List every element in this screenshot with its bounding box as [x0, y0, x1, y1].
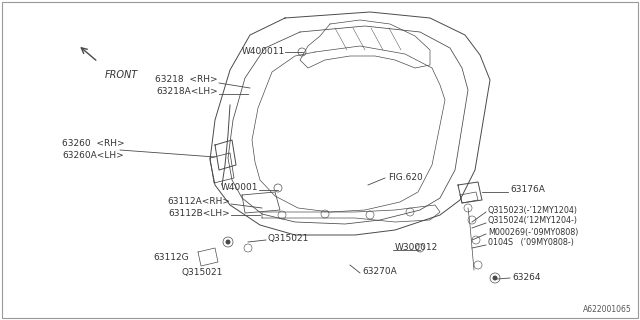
Text: Q315023(-’12MY1204): Q315023(-’12MY1204) — [488, 205, 578, 214]
Text: 63112B<LH>: 63112B<LH> — [168, 210, 230, 219]
Text: W40001: W40001 — [221, 183, 258, 193]
Text: FRONT: FRONT — [105, 70, 138, 80]
Text: 63218  <RH>: 63218 <RH> — [156, 76, 218, 84]
Text: FIG.620: FIG.620 — [388, 173, 423, 182]
Text: A622001065: A622001065 — [583, 305, 632, 314]
Text: 63260A<LH>: 63260A<LH> — [62, 150, 124, 159]
Text: 63270A: 63270A — [362, 267, 397, 276]
Text: 0104S   (’09MY0808-): 0104S (’09MY0808-) — [488, 238, 574, 247]
Text: M000269(-’09MY0808): M000269(-’09MY0808) — [488, 228, 579, 236]
Circle shape — [225, 239, 230, 244]
Text: 63112A<RH>: 63112A<RH> — [167, 197, 230, 206]
Text: Q315021: Q315021 — [268, 234, 309, 243]
Text: Q315021: Q315021 — [182, 268, 223, 276]
Text: 63112G: 63112G — [153, 253, 189, 262]
Text: 63260  <RH>: 63260 <RH> — [62, 139, 125, 148]
Text: 63264: 63264 — [512, 274, 541, 283]
Text: Q315024(’12MY1204-): Q315024(’12MY1204-) — [488, 217, 578, 226]
Circle shape — [493, 276, 497, 281]
Text: W300012: W300012 — [395, 244, 438, 252]
Text: 63218A<LH>: 63218A<LH> — [156, 87, 218, 97]
Text: W400011: W400011 — [242, 47, 285, 57]
Text: 63176A: 63176A — [510, 186, 545, 195]
